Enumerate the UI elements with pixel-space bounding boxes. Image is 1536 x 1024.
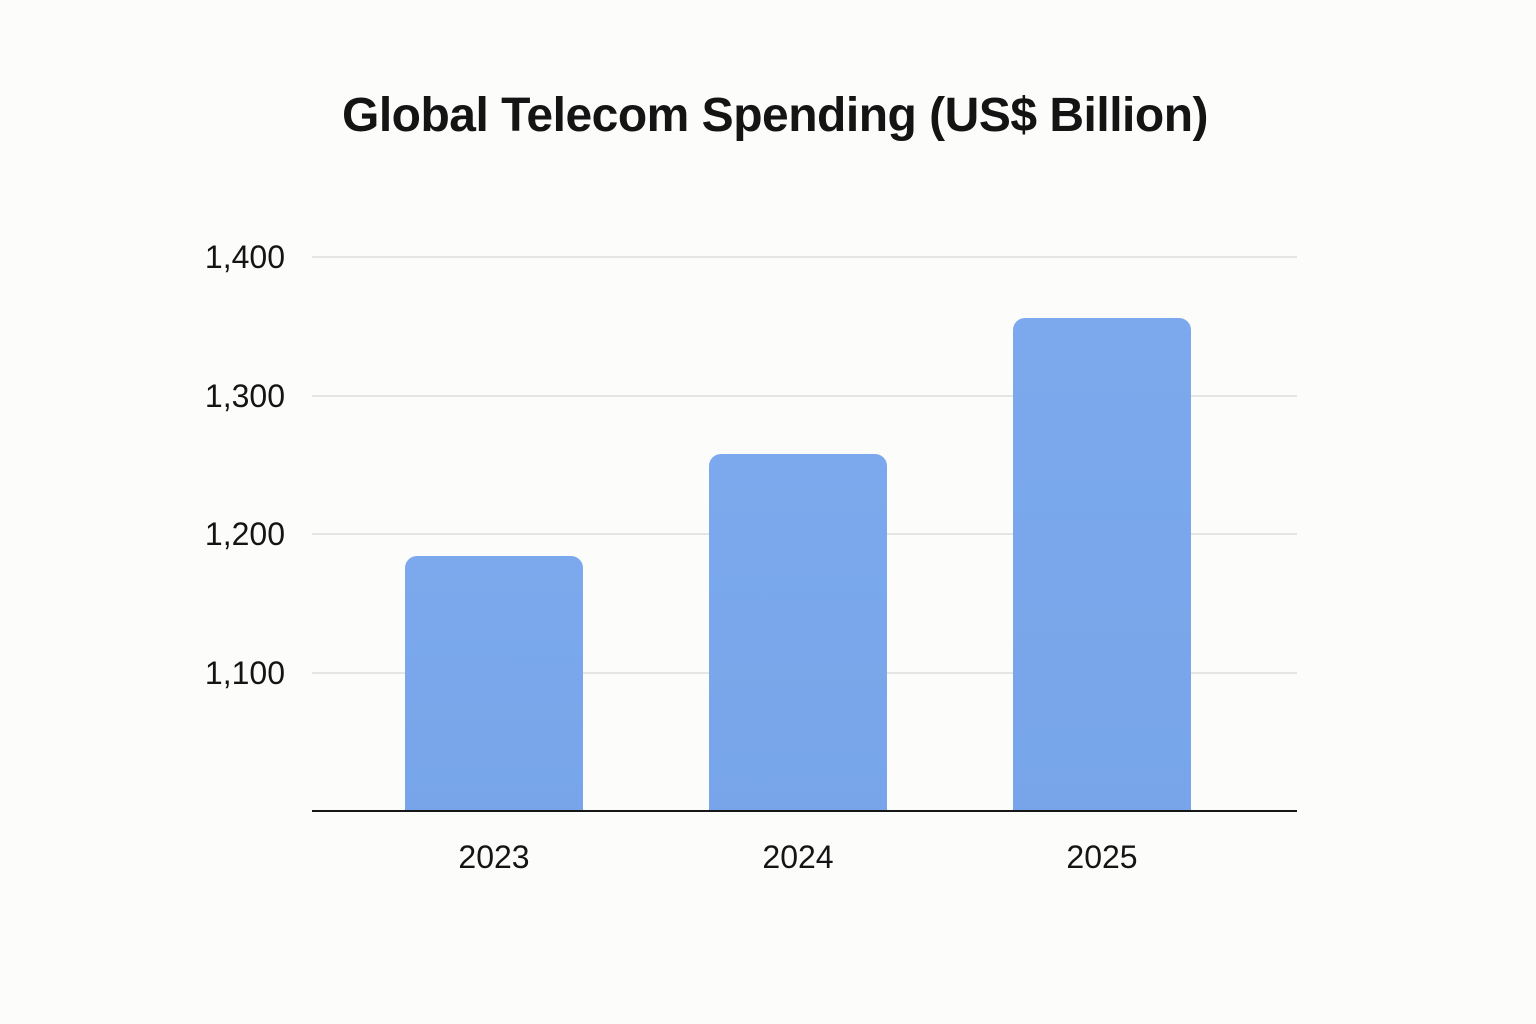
y-tick-label-1400: 1,400 bbox=[204, 239, 285, 275]
bar-2023 bbox=[405, 556, 583, 811]
x-tick-label-2023: 2023 bbox=[458, 839, 530, 875]
gridline-1300 bbox=[312, 394, 1297, 397]
x-axis-line bbox=[312, 809, 1297, 812]
chart-title: Global Telecom Spending (US$ Billion) bbox=[341, 89, 1209, 142]
x-tick-label-2024: 2024 bbox=[762, 839, 834, 875]
y-tick-label-1100: 1,100 bbox=[204, 654, 285, 691]
bar-2025 bbox=[1013, 317, 1191, 811]
y-tick-label-1300: 1,300 bbox=[204, 377, 285, 414]
y-tick-label-1200: 1,200 bbox=[204, 516, 285, 552]
bar-2024 bbox=[709, 453, 887, 811]
x-tick-label-2025: 2025 bbox=[1066, 839, 1138, 875]
plot-area: 2023 2024 2025 bbox=[312, 256, 1297, 873]
gridline-1400 bbox=[312, 256, 1297, 258]
